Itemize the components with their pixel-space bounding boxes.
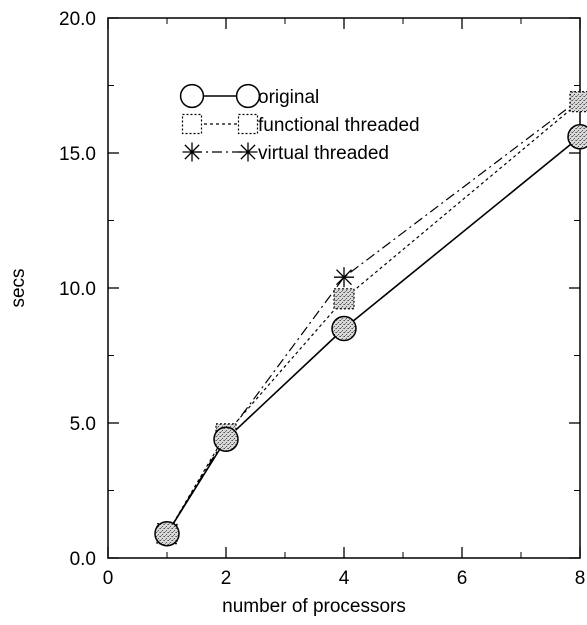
x-tick-label: 6 bbox=[457, 568, 468, 589]
legend-label: virtual threaded bbox=[258, 143, 389, 164]
x-axis-title: number of processors bbox=[222, 596, 406, 617]
y-tick-label: 0.0 bbox=[70, 549, 96, 570]
series-line-asterisk bbox=[167, 99, 580, 534]
data-point-square bbox=[334, 289, 354, 309]
series-line-circle bbox=[167, 137, 580, 534]
y-axis-title: secs bbox=[8, 268, 29, 307]
legend-marker bbox=[181, 85, 204, 108]
square-marker bbox=[183, 115, 202, 134]
legend-marker bbox=[183, 115, 202, 134]
square-marker bbox=[334, 289, 354, 309]
data-point-circle bbox=[155, 522, 179, 546]
circle-marker bbox=[332, 317, 356, 341]
y-tick-label: 10.0 bbox=[59, 279, 96, 300]
series-line-square bbox=[167, 102, 580, 534]
plot-frame bbox=[108, 18, 580, 558]
data-point-square bbox=[570, 92, 587, 112]
legend-marker bbox=[239, 143, 258, 162]
legend: original functional threaded virtual threa… bbox=[181, 85, 420, 164]
y-tick-label: 20.0 bbox=[59, 9, 96, 30]
x-tick-label: 4 bbox=[339, 568, 350, 589]
y-tick-label: 5.0 bbox=[70, 414, 96, 435]
legend-label: original bbox=[258, 87, 319, 108]
circle-marker bbox=[568, 125, 587, 149]
square-marker bbox=[570, 92, 587, 112]
y-tick-label: 15.0 bbox=[59, 144, 96, 165]
square-marker bbox=[239, 115, 258, 134]
circle-marker bbox=[237, 85, 260, 108]
circle-marker bbox=[155, 522, 179, 546]
circle-marker bbox=[214, 427, 238, 451]
legend-label: functional threaded bbox=[258, 115, 420, 136]
data-point-circle bbox=[568, 125, 587, 149]
data-point-asterisk bbox=[334, 267, 354, 287]
legend-marker bbox=[237, 85, 260, 108]
x-tick-label: 8 bbox=[575, 568, 586, 589]
x-tick-label: 0 bbox=[103, 568, 114, 589]
x-tick-label: 2 bbox=[221, 568, 232, 589]
data-point-circle bbox=[214, 427, 238, 451]
legend-marker bbox=[183, 143, 202, 162]
legend-marker bbox=[239, 115, 258, 134]
data-point-circle bbox=[332, 317, 356, 341]
circle-marker bbox=[181, 85, 204, 108]
